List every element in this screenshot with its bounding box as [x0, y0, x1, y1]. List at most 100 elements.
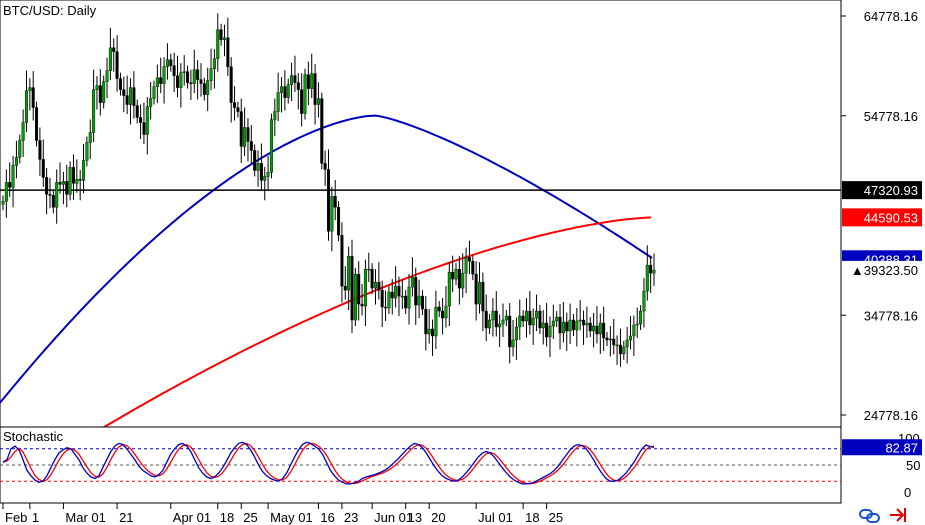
candle-body — [31, 87, 35, 108]
time-tick-label: 1 — [32, 510, 39, 525]
red-ma-price-badge: 44590.53 — [864, 210, 918, 225]
price-tick-label: 24778.16 — [864, 408, 918, 423]
candle-body — [24, 90, 28, 123]
candle-body — [283, 86, 287, 98]
candle-body — [58, 182, 62, 185]
candle-body — [541, 322, 545, 329]
sync-icon[interactable] — [859, 509, 880, 523]
candle-body — [85, 142, 89, 161]
candle-body — [582, 319, 586, 326]
candle-body — [524, 310, 528, 322]
candle-body — [243, 127, 247, 147]
stochastic-label-bg — [1, 428, 70, 445]
price-pane-frame — [0, 0, 842, 428]
candle-body — [353, 273, 357, 321]
last-price-badge: ▲39323.50 — [851, 263, 918, 278]
candle-body — [478, 281, 482, 305]
candle-body — [471, 260, 475, 275]
candle-body — [35, 107, 39, 141]
candle-body — [263, 176, 267, 181]
candle-body — [226, 37, 230, 67]
time-tick-label: Mar 01 — [65, 510, 105, 525]
candle-body — [149, 98, 153, 107]
time-tick-label: 18 — [220, 510, 234, 525]
candle-body — [253, 150, 257, 171]
candle-body — [350, 255, 354, 321]
candle-body — [451, 271, 455, 280]
time-tick-label: Feb — [5, 510, 27, 525]
candle-body — [622, 346, 626, 355]
candle-body — [400, 295, 404, 298]
candle-body — [363, 268, 367, 307]
candle-body — [98, 85, 102, 103]
arrow-right-icon[interactable] — [890, 508, 906, 522]
candle-body — [484, 310, 488, 329]
candle-body — [377, 281, 381, 291]
candle-body — [306, 74, 310, 89]
candle-body — [410, 276, 414, 288]
candle-body — [635, 323, 639, 326]
candle-body — [310, 73, 314, 89]
candle-body — [387, 291, 391, 309]
candle-body — [105, 70, 109, 82]
candle-body — [645, 264, 649, 292]
candle-body — [55, 182, 59, 208]
candle-body — [545, 322, 549, 338]
candle-body — [172, 65, 176, 76]
candle-body — [488, 319, 492, 329]
candle-body — [21, 122, 25, 141]
time-tick-label: Apr 01 — [173, 510, 211, 525]
stochastic-value-badge: 82.87 — [885, 440, 918, 455]
candle-body — [588, 322, 592, 332]
candle-body — [642, 290, 646, 312]
candle-body — [222, 37, 226, 40]
candle-body — [303, 74, 307, 114]
candle-body — [548, 325, 552, 338]
candle-body — [155, 77, 159, 87]
candle-body — [394, 285, 398, 299]
candle-body — [618, 344, 622, 355]
candle-body — [420, 295, 424, 310]
candle-body — [461, 272, 465, 289]
candle-body — [592, 325, 596, 332]
candle-body — [632, 324, 636, 337]
candle-body — [437, 306, 441, 312]
candle-body — [145, 106, 149, 135]
candle-body — [209, 68, 213, 81]
candle-body — [457, 268, 461, 289]
candle-body — [48, 194, 52, 196]
candle-body — [71, 167, 75, 184]
candle-body — [504, 315, 508, 321]
candle-body — [357, 273, 361, 305]
candle-body — [38, 140, 42, 160]
time-tick-label: 16 — [320, 510, 334, 525]
candle-body — [561, 321, 565, 334]
candle-body — [518, 315, 522, 328]
candle-body — [152, 86, 156, 99]
candle-body — [649, 264, 653, 274]
candle-body — [159, 77, 163, 84]
price-axis: 64778.16 54778.16 34778.16 24778.16 47320.93… — [841, 9, 922, 423]
candle-body — [139, 117, 143, 123]
candle-body — [102, 81, 106, 103]
candle-body — [639, 310, 643, 325]
candle-body — [28, 87, 32, 91]
candle-body — [417, 295, 421, 306]
candle-body — [625, 339, 629, 348]
candle-body — [273, 111, 277, 120]
candle-body — [61, 181, 65, 185]
candle-body — [595, 325, 599, 335]
price-tick-label: 34778.16 — [864, 308, 918, 323]
candle-body — [256, 163, 260, 171]
candle-body — [206, 80, 210, 95]
candle-body — [135, 105, 139, 118]
candle-body — [441, 310, 445, 319]
candlesticks — [1, 13, 656, 367]
candle-body — [565, 321, 569, 332]
candle-body — [189, 82, 193, 84]
candle-body — [165, 59, 169, 67]
candle-body — [608, 338, 612, 341]
time-tick-label: 25 — [243, 510, 257, 525]
candle-body — [182, 71, 186, 73]
candle-body — [1, 201, 5, 205]
